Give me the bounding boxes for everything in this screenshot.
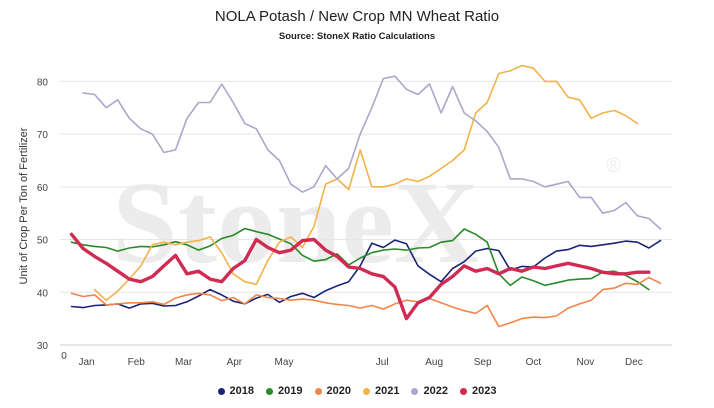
legend-marker-2018	[217, 387, 225, 395]
legend-item-2019[interactable]: 2019	[266, 385, 303, 397]
y-tick-label-80: 80	[37, 77, 49, 88]
legend-label-2018: 2018	[229, 385, 255, 397]
x-tick-label-dec: Dec	[625, 357, 643, 368]
legend-item-2023[interactable]: 2023	[459, 385, 497, 397]
legend-marker-2021	[363, 387, 370, 395]
x-tick-label-feb: Feb	[128, 357, 146, 368]
y-tick-label-50: 50	[37, 236, 49, 247]
chart-title: NOLA Potash / New Crop MN Wheat Ratio	[214, 8, 500, 25]
chart-subtitle: Source: StoneX Ratio Calculations	[278, 31, 436, 42]
watermark-logo: StoneX	[112, 157, 479, 288]
legend-item-2021[interactable]: 2021	[363, 385, 399, 397]
x-tick-label-jul: Jul	[376, 357, 389, 368]
x-tick-label-oct: Oct	[526, 357, 542, 368]
legend-label-2023: 2023	[471, 385, 497, 397]
y-axis-label: Unit of Crop Per Ton of Fertilizer	[18, 127, 30, 284]
legend-marker-2020	[314, 387, 322, 395]
x-tick-label-jan: Jan	[78, 357, 94, 368]
y-tick-label-60: 60	[37, 183, 49, 194]
y-tick-label-40: 40	[37, 288, 49, 299]
legend-label-2021: 2021	[375, 385, 400, 397]
watermark-registered-mark: ®	[606, 155, 621, 177]
y-tick-label-30: 30	[37, 341, 49, 352]
legend-marker-2019	[266, 387, 274, 395]
legend-marker-2023	[459, 387, 467, 395]
legend-item-2020[interactable]: 2020	[314, 385, 351, 397]
series-line-2020	[70, 276, 662, 328]
series-line-2021	[93, 64, 639, 302]
legend-label-2020: 2020	[326, 385, 351, 397]
x-tick-label-sep: Sep	[474, 357, 492, 368]
y-tick-label-70: 70	[37, 130, 49, 141]
series-line-2023	[69, 232, 651, 321]
legend-label-2019: 2019	[278, 385, 303, 397]
legend-item-2022[interactable]: 2022	[411, 385, 448, 397]
x-tick-label-apr: Apr	[227, 357, 243, 368]
x-origin-label: 0	[61, 351, 67, 362]
legend-label-2022: 2022	[423, 385, 448, 397]
legend-marker-2022	[411, 387, 419, 395]
x-tick-label-may: May	[275, 357, 294, 368]
series-line-2022	[82, 75, 662, 230]
legend: 2018 2019 2020 2021 2022 2023	[0, 385, 714, 397]
x-tick-label-nov: Nov	[576, 357, 594, 368]
legend-item-2018[interactable]: 2018	[217, 385, 255, 397]
x-tick-label-aug: Aug	[425, 357, 443, 368]
x-tick-label-mar: Mar	[175, 357, 193, 368]
